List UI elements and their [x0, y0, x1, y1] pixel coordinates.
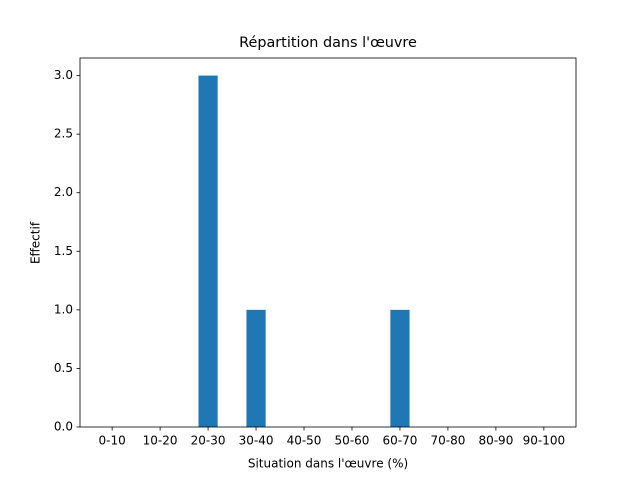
bar: [390, 309, 410, 427]
y-tick-label: 1.0: [54, 302, 73, 316]
y-tick-label: 0.0: [54, 420, 73, 434]
y-tick-label: 1.5: [54, 244, 73, 258]
plot-frame: [79, 57, 577, 428]
y-tick-label: 0.5: [54, 361, 73, 375]
x-tick-label: 60-70: [383, 434, 418, 448]
x-tick-label: 90-100: [523, 434, 566, 448]
chart-title: Répartition dans l'œuvre: [239, 35, 417, 51]
y-tick-label: 3.0: [54, 68, 73, 82]
x-tick-label: 70-80: [430, 434, 465, 448]
x-tick-label: 50-60: [335, 434, 370, 448]
x-tick-label: 0-10: [99, 434, 126, 448]
x-tick-label: 40-50: [287, 434, 322, 448]
y-axis-label: Effectif: [29, 221, 43, 264]
y-tick-label: 2.0: [54, 185, 73, 199]
bar: [246, 309, 266, 427]
x-tick-label: 20-30: [191, 434, 226, 448]
y-tick-label: 2.5: [54, 127, 73, 141]
x-tick-label: 80-90: [478, 434, 513, 448]
x-tick-label: 10-20: [143, 434, 178, 448]
bar: [198, 75, 218, 428]
x-tick-label: 30-40: [239, 434, 274, 448]
x-axis-label: Situation dans l'œuvre (%): [248, 457, 408, 471]
